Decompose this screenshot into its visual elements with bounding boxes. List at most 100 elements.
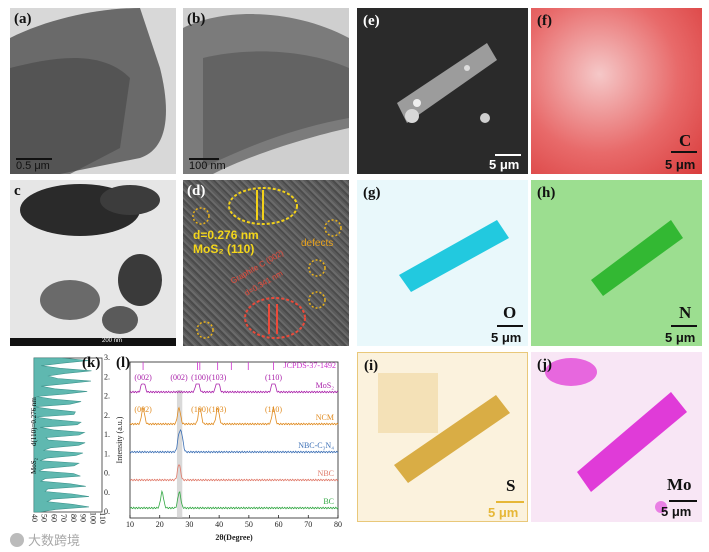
- k-ytick-label: 2.4: [104, 392, 110, 401]
- l-reference-label: (103): [209, 373, 227, 382]
- k-ytick-label: 0.4: [104, 488, 110, 497]
- scale-bar: [497, 325, 523, 327]
- panel-b-label: (b): [187, 11, 206, 27]
- panel-i-element: S: [506, 476, 516, 495]
- panel-k-label: (k): [82, 355, 101, 371]
- panel-c-tem-image: c 200 nm: [10, 180, 176, 346]
- panel-j-rod: [531, 352, 702, 522]
- panel-k-ylabel: MoS₂: [30, 457, 38, 474]
- panel-d-phase1: MoS₂ (110): [193, 242, 255, 256]
- panel-d-hrtem-image: (d) d=0.276 nm MoS₂ (110) defects Graphi…: [183, 180, 349, 346]
- l-xtick-label: 50: [245, 520, 253, 529]
- k-xtick-label: 80: [69, 514, 78, 522]
- watermark-logo-icon: [10, 532, 24, 547]
- l-series-label: (110): [265, 405, 282, 414]
- l-series-name: BC: [323, 497, 334, 506]
- panel-g-eds-map: (g) O 5 μm: [357, 180, 528, 346]
- scale-bar: [16, 158, 52, 160]
- l-series-line: [129, 428, 339, 454]
- l-series-line: [130, 464, 339, 482]
- panel-h-element: N: [679, 303, 692, 322]
- panel-d-annotations: [192, 187, 342, 339]
- l-series-name: NCM: [316, 413, 334, 422]
- scale-bar: [671, 325, 697, 327]
- panel-e-label: (e): [363, 13, 380, 29]
- panel-a-tem-image: (a) 0.5 μm: [10, 8, 176, 174]
- panel-g-label: (g): [363, 185, 381, 201]
- panel-b-scale: 100 nm: [189, 160, 226, 172]
- panel-d-spacing1: d=0.276 nm: [193, 228, 259, 242]
- panel-c-scale-strip: [10, 338, 176, 346]
- l-xtick-label: 40: [215, 520, 223, 529]
- panel-c-aggregates: [20, 184, 162, 334]
- panel-d-defects: defects: [301, 238, 334, 249]
- panel-k-profile: 0.00.40.81.21.62.02.42.83.24050607080901…: [10, 352, 110, 524]
- l-series-name: NBC-C₃N₄: [298, 441, 334, 450]
- panel-j-element: Mo: [667, 475, 692, 494]
- panel-f-scale: 5 μm: [665, 157, 696, 172]
- k-ytick-label: 2.8: [104, 372, 110, 381]
- k-ytick-label: 3.2: [104, 353, 110, 362]
- scale-bar: [669, 500, 697, 502]
- l-plot-frame: [129, 361, 339, 519]
- l-reference-label: (100): [191, 373, 209, 382]
- l-series-line: [129, 489, 339, 510]
- k-xtick-label: 50: [40, 514, 49, 522]
- k-ytick-label: 1.6: [104, 430, 110, 439]
- panel-h-label: (h): [537, 185, 556, 201]
- l-reference-label: (110): [265, 373, 282, 382]
- l-reference-label: (002): [134, 373, 152, 382]
- panel-j-scale: 5 μm: [661, 504, 692, 519]
- l-xlabel: 2θ(Degree): [215, 533, 253, 542]
- l-highlight-band: [176, 390, 183, 518]
- l-series-label: (002): [170, 373, 188, 382]
- l-xtick-label: 60: [275, 520, 283, 529]
- panel-g-rod: [357, 180, 528, 346]
- panel-h-eds-map: (h) N 5 μm: [531, 180, 702, 346]
- watermark: 大数跨境: [10, 530, 80, 549]
- scale-bar: [496, 501, 524, 503]
- panel-f-label: (f): [537, 13, 552, 29]
- l-xtick-label: 70: [304, 520, 312, 529]
- watermark-text: 大数跨境: [28, 534, 81, 549]
- k-profile-fill: [33, 357, 92, 513]
- panel-a-flake: [10, 8, 176, 174]
- panel-l-xrd: JCPDS-37-1492 (002) (100) (103) (110) MoS₂ (00…: [112, 352, 352, 548]
- k-ytick-label: 0.0: [104, 507, 110, 516]
- panel-e-scale: 5 μm: [489, 157, 520, 172]
- l-series-line: [129, 383, 339, 394]
- panel-c-label: c: [14, 183, 21, 199]
- k-ytick-label: 0.8: [104, 469, 110, 478]
- k-xtick-label: 90: [79, 514, 88, 522]
- panel-d-label: (d): [187, 183, 206, 199]
- panel-i-eds-map: (i) S 5 μm: [357, 352, 528, 522]
- panel-j-eds-map: (j) Mo 5 μm: [531, 352, 702, 522]
- panel-e-rod: [357, 8, 528, 174]
- k-ytick-label: 1.2: [104, 449, 110, 458]
- scale-bar: [671, 151, 697, 153]
- l-xtick-label: 30: [185, 520, 193, 529]
- l-xtick-label: 80: [334, 520, 342, 529]
- l-ylabel: Intensity (a.u.): [115, 416, 124, 463]
- panel-c-scale: 200 nm: [102, 338, 123, 344]
- panel-b-flake: [183, 8, 349, 174]
- k-xtick-label: 110: [98, 512, 107, 524]
- l-series-label: (103): [209, 405, 227, 414]
- panel-g-element: O: [503, 303, 517, 322]
- panel-b-tem-image: (b) 100 nm: [183, 8, 349, 174]
- panel-a-scale: 0.5 μm: [16, 160, 50, 172]
- scale-bar: [495, 154, 521, 156]
- l-reference-name: JCPDS-37-1492: [284, 361, 336, 370]
- panel-l-chart: JCPDS-37-1492(002) (100) (103) (110)MoS₂(00…: [115, 361, 342, 542]
- panel-i-scale: 5 μm: [488, 505, 519, 520]
- panel-k-dlabel: d(110)=0.276 nm: [30, 397, 38, 446]
- panel-f-element: C: [679, 131, 692, 150]
- scale-bar: [189, 158, 219, 160]
- panel-a-label: (a): [14, 11, 32, 27]
- panel-g-scale: 5 μm: [491, 330, 522, 345]
- k-xtick-label: 60: [49, 514, 58, 522]
- panel-e-sem-image: (e) 5 μm: [357, 8, 528, 174]
- l-series-label: (100): [191, 405, 209, 414]
- l-xtick-label: 10: [126, 520, 134, 529]
- k-xtick-label: 100: [88, 512, 97, 524]
